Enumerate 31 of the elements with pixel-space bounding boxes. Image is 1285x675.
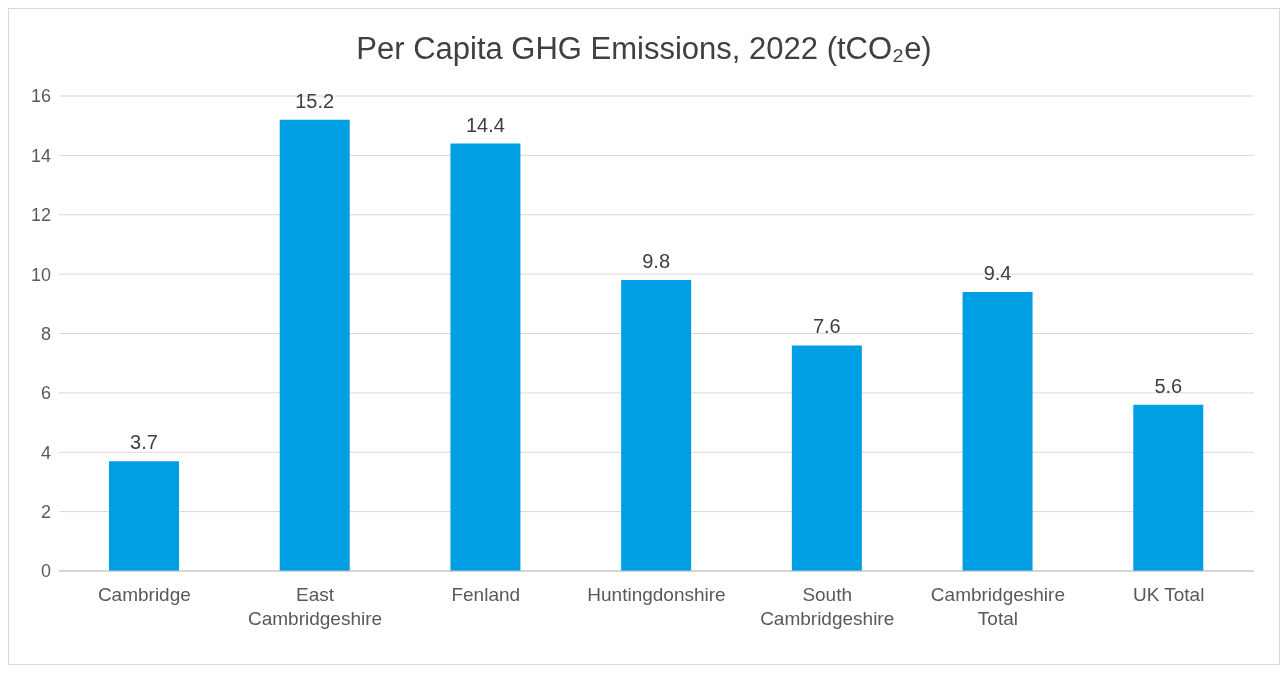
- data-label: 15.2: [295, 89, 335, 112]
- x-tick-label: Cambridgeshire Total: [930, 584, 1065, 629]
- x-tick-label: Fenland: [451, 584, 521, 605]
- bar: [1133, 404, 1204, 571]
- y-tick-label: 16: [30, 86, 51, 107]
- bar: [962, 291, 1033, 571]
- y-tick-label: 8: [40, 323, 51, 344]
- data-label: 3.7: [130, 431, 158, 454]
- x-tick-label: Cambridge: [97, 584, 191, 605]
- y-tick-label: 0: [40, 561, 51, 582]
- x-tick-label: Huntingdonshire: [587, 584, 726, 605]
- bar: [450, 143, 521, 571]
- data-label: 9.8: [642, 250, 671, 273]
- data-label: 9.4: [983, 261, 1012, 284]
- data-label: 7.6: [812, 315, 841, 338]
- bar: [791, 345, 862, 571]
- chart-title: Per Capita GHG Emissions, 2022 (tCO₂e): [355, 31, 933, 68]
- y-tick-label: 14: [30, 145, 51, 166]
- y-tick-label: 12: [30, 205, 51, 226]
- bar: [279, 119, 350, 571]
- y-tick-label: 4: [40, 442, 51, 463]
- y-tick-label: 2: [40, 502, 51, 523]
- y-tick-label: 10: [30, 264, 51, 285]
- x-tick-label: East Cambridgeshire: [248, 584, 383, 629]
- bar: [621, 280, 692, 571]
- x-tick-label: UK Total: [1132, 584, 1205, 605]
- y-tick-label: 6: [40, 383, 51, 404]
- x-tick-label: South Cambridgeshire: [760, 584, 895, 629]
- data-label: 5.6: [1154, 374, 1183, 397]
- data-label: 14.4: [465, 113, 505, 136]
- bar: [109, 461, 179, 571]
